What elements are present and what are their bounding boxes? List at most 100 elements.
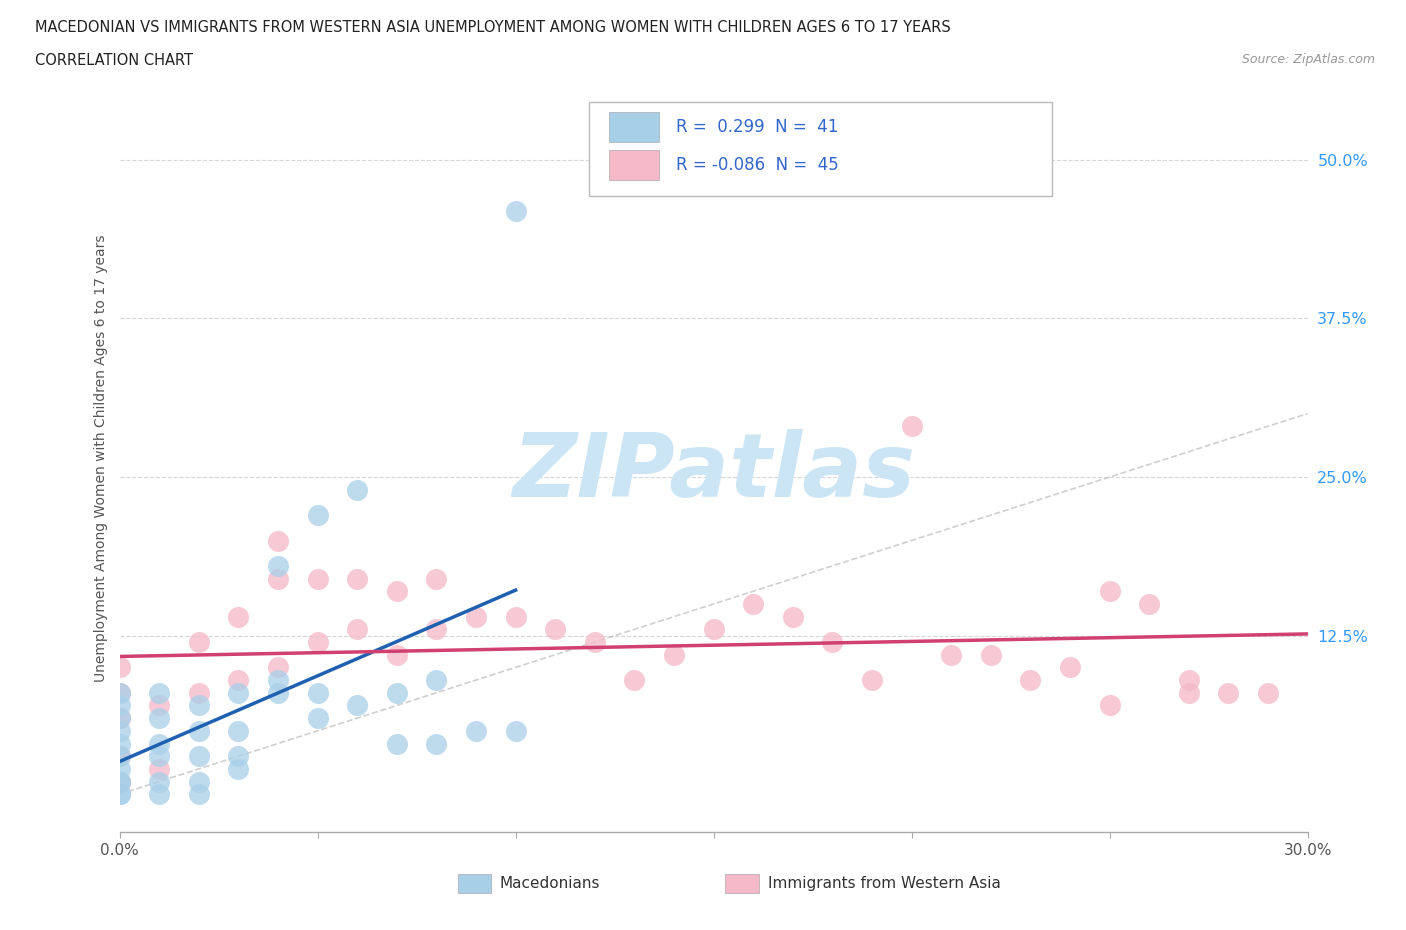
Point [1059,660,1081,675]
Point [267,533,290,548]
Point [1178,685,1201,700]
Point [267,558,290,573]
Point [385,685,408,700]
Point [108,711,131,725]
Point [307,685,329,700]
Point [980,647,1002,662]
Text: R =  0.299  N =  41: R = 0.299 N = 41 [675,118,838,136]
Point [583,634,606,649]
Point [148,698,170,713]
Point [346,622,368,637]
Point [108,660,131,675]
Point [1218,685,1240,700]
Point [187,685,209,700]
Point [108,711,131,725]
Point [108,698,131,713]
Point [187,749,209,764]
Bar [609,113,659,142]
Point [385,736,408,751]
Point [821,634,844,649]
Point [385,584,408,599]
Point [108,774,131,789]
Point [505,203,527,218]
Point [544,622,567,637]
Point [108,685,131,700]
Point [187,774,209,789]
Point [425,672,447,687]
Point [425,736,447,751]
Point [228,762,250,777]
Point [307,571,329,586]
Point [505,724,527,738]
Point [900,418,922,433]
Point [108,724,131,738]
Point [267,571,290,586]
Point [307,508,329,523]
Point [860,672,883,687]
Bar [609,150,659,179]
Point [267,660,290,675]
Point [148,685,170,700]
Point [782,609,804,624]
Text: ZIPatlas: ZIPatlas [512,430,915,516]
Point [108,787,131,802]
Text: Immigrants from Western Asia: Immigrants from Western Asia [768,876,1001,891]
Point [108,762,131,777]
Text: Source: ZipAtlas.com: Source: ZipAtlas.com [1241,53,1375,66]
Point [228,749,250,764]
Text: Macedonians: Macedonians [499,876,600,891]
Point [939,647,962,662]
Point [148,749,170,764]
Point [148,787,170,802]
Point [228,685,250,700]
Point [1098,584,1121,599]
Point [108,749,131,764]
Point [267,672,290,687]
Point [108,774,131,789]
Point [108,787,131,802]
Text: R = -0.086  N =  45: R = -0.086 N = 45 [675,155,838,174]
Point [108,736,131,751]
Point [187,698,209,713]
Point [148,762,170,777]
Point [464,724,488,738]
Text: CORRELATION CHART: CORRELATION CHART [35,53,193,68]
Point [623,672,645,687]
Point [1137,596,1160,611]
Text: MACEDONIAN VS IMMIGRANTS FROM WESTERN ASIA UNEMPLOYMENT AMONG WOMEN WITH CHILDRE: MACEDONIAN VS IMMIGRANTS FROM WESTERN AS… [35,20,950,35]
Point [187,787,209,802]
Point [108,749,131,764]
Point [187,724,209,738]
Point [742,596,765,611]
Point [1178,672,1201,687]
Point [267,685,290,700]
Point [346,571,368,586]
Point [228,672,250,687]
Point [505,609,527,624]
Point [148,736,170,751]
Y-axis label: Unemployment Among Women with Children Ages 6 to 17 years: Unemployment Among Women with Children A… [94,234,108,682]
Point [346,483,368,498]
Point [425,622,447,637]
Point [228,724,250,738]
FancyBboxPatch shape [589,102,1052,196]
Point [464,609,488,624]
Point [662,647,685,662]
Point [425,571,447,586]
Point [1019,672,1042,687]
Point [307,634,329,649]
Point [346,698,368,713]
Point [148,774,170,789]
Point [1098,698,1121,713]
Bar [458,873,491,893]
Bar [725,873,759,893]
Point [148,711,170,725]
Point [385,647,408,662]
Point [1257,685,1279,700]
Point [187,634,209,649]
Point [702,622,725,637]
Point [307,711,329,725]
Point [228,609,250,624]
Point [108,774,131,789]
Point [108,685,131,700]
